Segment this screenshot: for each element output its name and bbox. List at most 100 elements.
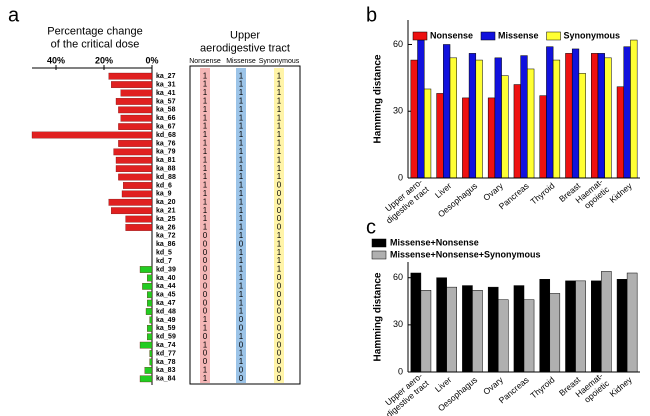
bar [118, 123, 153, 130]
cell: 1 [239, 298, 244, 307]
cell: 0 [203, 290, 208, 299]
bar [120, 89, 153, 97]
cell: 1 [203, 323, 208, 332]
bar [147, 333, 153, 341]
row-label: kd_77 [156, 350, 176, 357]
cell: 1 [203, 80, 208, 89]
cell: 1 [239, 332, 244, 341]
legend-swatch [412, 31, 428, 41]
bar [121, 190, 153, 198]
cell: 0 [277, 323, 282, 332]
column-header: Missense [226, 58, 256, 65]
bar [410, 59, 418, 179]
cell: 1 [203, 113, 208, 122]
bar [449, 57, 457, 179]
cell: 1 [239, 122, 244, 131]
bar [417, 39, 425, 179]
cell: 1 [203, 71, 208, 80]
bar [616, 279, 628, 373]
cell: 1 [277, 265, 282, 274]
bar [487, 286, 499, 373]
x-tick-label: Thyroid [528, 374, 556, 400]
cell: 1 [203, 130, 208, 139]
x-tick-label: 40% [47, 55, 65, 65]
cell: 0 [277, 366, 282, 375]
bar [120, 114, 153, 122]
legend-label: Missense [498, 30, 539, 40]
x-tick-label: Kidney [607, 374, 634, 399]
cell: 1 [239, 273, 244, 282]
cell: 0 [239, 366, 244, 375]
bar [591, 53, 599, 179]
cell: 0 [277, 349, 282, 358]
row-label: ka_26 [156, 224, 176, 231]
cell: 1 [277, 155, 282, 164]
cell: 1 [203, 366, 208, 375]
cell: 0 [277, 206, 282, 215]
bar [149, 350, 153, 357]
row-label: kd_68 [156, 132, 176, 139]
bar [523, 299, 535, 373]
bar [111, 207, 153, 215]
cell: 1 [239, 130, 244, 139]
row-label: ka_88 [156, 166, 176, 173]
row-label: ka_9 [156, 191, 172, 198]
cell: 1 [203, 164, 208, 173]
cell: 1 [239, 113, 244, 122]
cell: 1 [239, 214, 244, 223]
cell: 1 [239, 155, 244, 164]
row-label: ka_76 [156, 140, 176, 147]
bar [149, 358, 153, 366]
cell: 1 [277, 80, 282, 89]
bar [446, 286, 457, 373]
y-tick-label: 60 [393, 39, 403, 49]
cell: 1 [239, 206, 244, 215]
row-label: ka_57 [156, 98, 176, 105]
cell: 1 [239, 181, 244, 190]
bar [539, 279, 551, 373]
bar [513, 84, 521, 179]
cell: 1 [239, 265, 244, 274]
cell: 0 [203, 231, 208, 240]
x-tick-label: Liver [433, 374, 454, 394]
bar [115, 98, 153, 105]
bar [571, 48, 580, 179]
cell: 1 [203, 315, 208, 324]
cell: 0 [277, 357, 282, 366]
cell: 1 [239, 248, 244, 257]
cell: 0 [277, 374, 282, 383]
row-label: ka_81 [156, 157, 176, 164]
row-label: ka_86 [156, 241, 176, 248]
cell: 0 [277, 189, 282, 198]
cell: 1 [239, 223, 244, 232]
cell: 1 [203, 197, 208, 206]
x-tick-label: Haemat-opoietic [574, 370, 612, 407]
cell: 0 [203, 281, 208, 290]
bar [139, 266, 153, 273]
cell: 1 [203, 340, 208, 349]
bar [436, 277, 447, 373]
bar [147, 274, 153, 282]
row-label: ka_66 [156, 115, 176, 122]
cell: 1 [239, 281, 244, 290]
bar [147, 291, 153, 299]
y-tick-label: 0 [398, 172, 403, 182]
bar [623, 46, 631, 179]
cell: 0 [277, 197, 282, 206]
table-border [189, 65, 301, 385]
row-label: ka_45 [156, 292, 176, 299]
bar [144, 367, 153, 374]
legend-swatch [480, 31, 496, 41]
bar [549, 293, 561, 373]
cell: 1 [239, 172, 244, 181]
cell: 1 [239, 307, 244, 316]
cell: 0 [277, 181, 282, 190]
cell: 0 [277, 340, 282, 349]
cell: 1 [203, 147, 208, 156]
bar [565, 280, 576, 373]
bar [142, 282, 153, 290]
row-label: ka_21 [156, 208, 176, 215]
bar [546, 46, 554, 179]
cell: 1 [203, 122, 208, 131]
legend-label: Synonymous [564, 30, 621, 40]
